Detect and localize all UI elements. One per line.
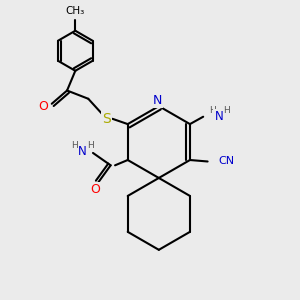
Text: N: N <box>78 145 87 158</box>
Text: CH₃: CH₃ <box>66 6 85 16</box>
Text: H: H <box>224 106 230 115</box>
Text: O: O <box>39 100 49 113</box>
Text: O: O <box>90 183 100 196</box>
Text: CN: CN <box>218 157 235 166</box>
Text: H: H <box>71 141 78 150</box>
Text: H: H <box>87 141 94 150</box>
Text: H: H <box>209 106 215 115</box>
Text: N: N <box>153 94 162 107</box>
Text: N: N <box>214 110 223 123</box>
Text: S: S <box>102 112 111 126</box>
